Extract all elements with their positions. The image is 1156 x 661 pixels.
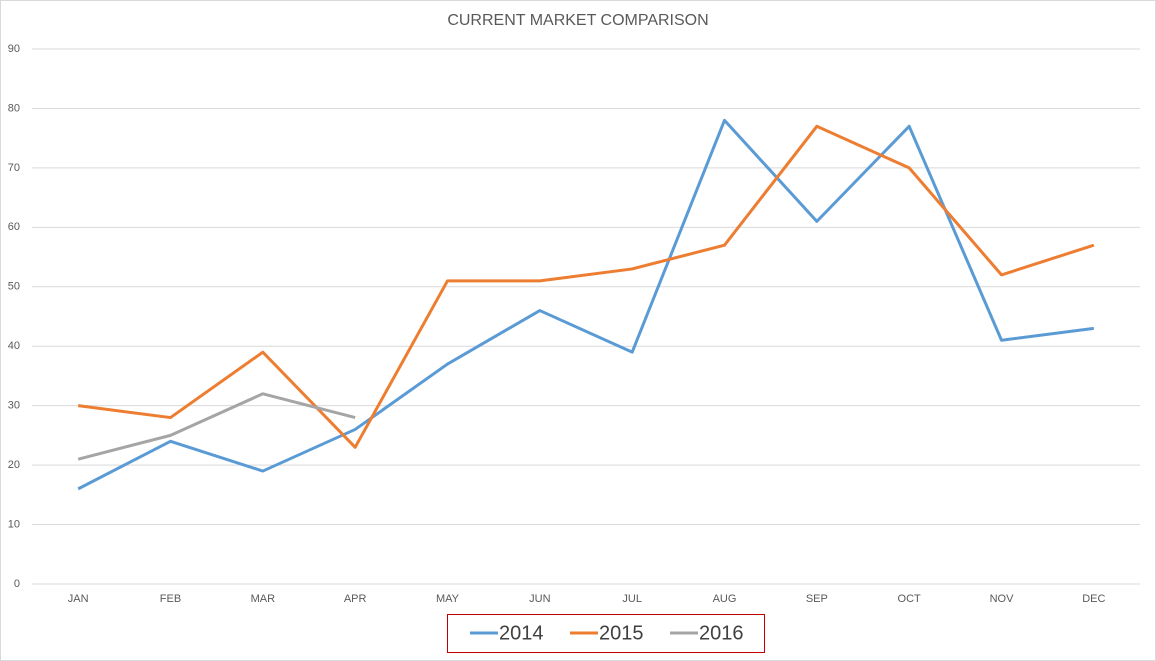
y-tick-label: 70: [8, 162, 20, 174]
y-tick-label: 30: [8, 400, 20, 412]
x-tick-label: FEB: [160, 593, 181, 605]
x-tick-label: OCT: [898, 593, 922, 605]
x-tick-label: AUG: [713, 593, 737, 605]
y-tick-label: 20: [8, 459, 20, 471]
y-tick-label: 40: [8, 340, 20, 352]
x-tick-label: JAN: [68, 593, 89, 605]
y-tick-label: 10: [8, 518, 20, 530]
legend-label: 2015: [599, 622, 644, 644]
x-tick-label: DEC: [1082, 593, 1105, 605]
legend-label: 2016: [699, 622, 744, 644]
x-tick-label: MAR: [251, 593, 276, 605]
x-tick-label: JUN: [529, 593, 550, 605]
series-line: [77, 392, 356, 461]
y-tick-label: 80: [8, 102, 20, 114]
series-line: [77, 118, 1095, 491]
chart-title: CURRENT MARKET COMPARISON: [447, 12, 708, 29]
y-tick-label: 90: [8, 43, 20, 55]
x-tick-label: JUL: [622, 593, 642, 605]
x-tick-label: MAY: [436, 593, 460, 605]
y-tick-label: 50: [8, 281, 20, 293]
y-tick-label: 60: [8, 221, 20, 233]
legend-box: [447, 614, 765, 653]
x-tick-label: SEP: [806, 593, 828, 605]
y-tick-label: 0: [14, 578, 20, 590]
legend-label: 2014: [499, 622, 544, 644]
series-line: [77, 124, 1095, 449]
x-tick-label: NOV: [990, 593, 1015, 605]
x-tick-label: APR: [344, 593, 367, 605]
